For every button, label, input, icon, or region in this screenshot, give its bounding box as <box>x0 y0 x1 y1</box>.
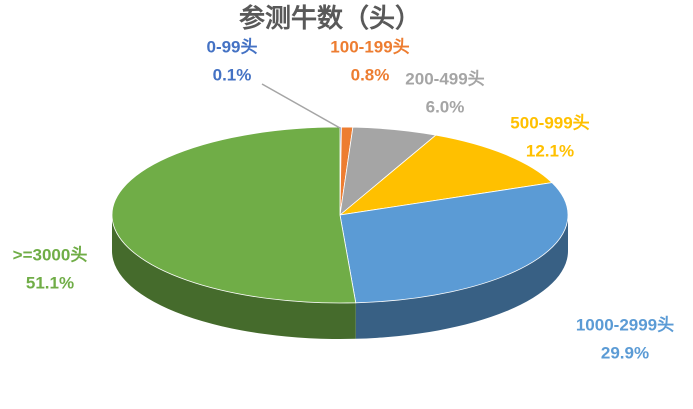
value-label: 0.1% <box>213 65 252 84</box>
value-label: 0.8% <box>351 65 390 84</box>
labels: 0-99头 0.1% 100-199头 0.8% 200-499头 6.0% 500-999… <box>13 37 675 362</box>
value-label: 12.1% <box>526 141 574 160</box>
category-label: >=3000头 <box>13 245 88 264</box>
category-label: 0-99头 <box>206 37 257 56</box>
category-label: 500-999头 <box>510 113 589 132</box>
pie-tops <box>111 126 569 304</box>
pie-slice <box>339 182 569 304</box>
pie-sides <box>112 215 568 339</box>
category-label: 1000-2999头 <box>576 315 674 334</box>
pie-side <box>112 215 356 339</box>
chart-title: 参测牛数（头） <box>239 3 421 33</box>
pie-side <box>355 215 568 339</box>
pie-slice <box>111 126 357 304</box>
value-label: 51.1% <box>26 273 74 292</box>
leader-line <box>261 83 341 129</box>
category-label: 100-199头 <box>330 37 409 56</box>
value-label: 6.0% <box>426 97 465 116</box>
value-label: 29.9% <box>601 343 649 362</box>
category-label: 200-499头 <box>405 69 484 88</box>
pie-slice <box>338 134 553 216</box>
